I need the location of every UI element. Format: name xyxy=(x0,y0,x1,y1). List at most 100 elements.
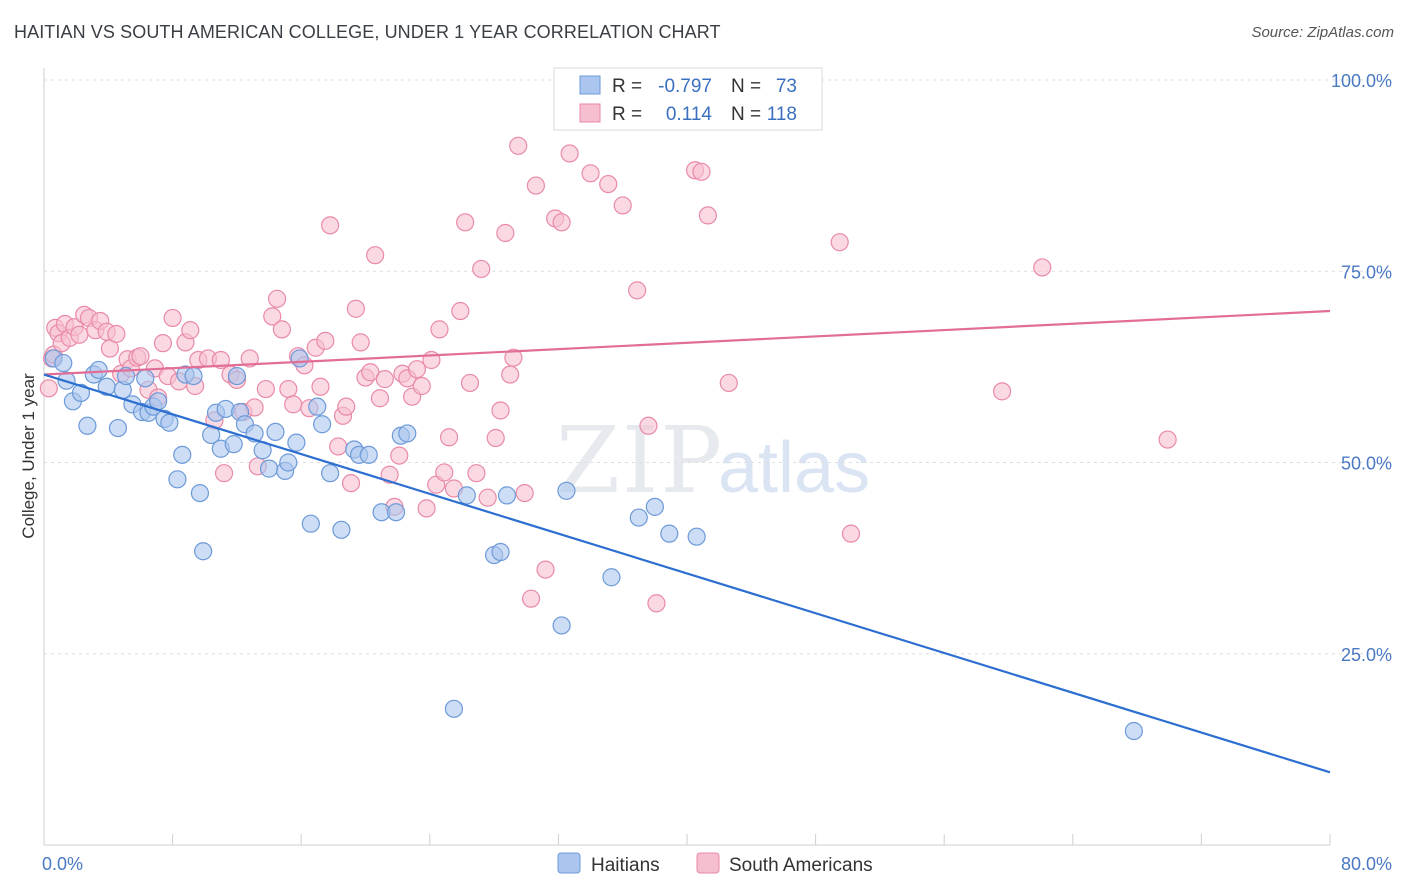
legend-swatch-haitians xyxy=(579,75,601,95)
south-americans-point xyxy=(240,349,259,368)
south-americans-point xyxy=(841,524,861,543)
south-americans-point xyxy=(375,370,394,389)
bottom-legend-label-south-americans: South Americans xyxy=(729,855,873,876)
haitians-point xyxy=(645,497,664,516)
y-tick-label: 50.0% xyxy=(1341,454,1392,474)
watermark: ZIP atlas xyxy=(556,407,870,514)
haitians-point xyxy=(224,435,243,454)
south-americans-point xyxy=(267,289,287,308)
south-americans-point xyxy=(456,213,475,232)
haitians-point xyxy=(190,484,210,503)
haitians-points xyxy=(44,349,1143,741)
south-americans-point xyxy=(417,499,436,518)
haitians-point xyxy=(259,459,279,478)
south-americans-point xyxy=(439,428,459,447)
legend-swatch-south-americans xyxy=(579,103,601,123)
haitians-trend-line xyxy=(43,373,1331,774)
south-americans-point xyxy=(504,348,523,367)
haitians-point xyxy=(660,524,679,543)
legend-n-value-haitians: 73 xyxy=(776,76,797,97)
haitians-point xyxy=(301,514,320,533)
south-americans-points xyxy=(39,70,1177,613)
south-americans-point xyxy=(521,589,541,608)
series-legend: Haitians South Americans xyxy=(557,852,873,876)
x-tick-label-min: 0.0% xyxy=(42,854,83,874)
south-americans-point xyxy=(279,379,298,399)
haitians-point xyxy=(444,699,464,718)
haitians-point xyxy=(491,542,510,562)
legend-r-value-south-americans: 0.114 xyxy=(666,104,713,125)
legend-n-label-south-americans: N = xyxy=(731,104,761,125)
south-americans-point xyxy=(491,401,510,420)
south-americans-point xyxy=(272,320,292,339)
y-tick-label: 100.0% xyxy=(1331,71,1392,91)
watermark-atlas: atlas xyxy=(718,428,870,508)
south-americans-point xyxy=(163,308,182,328)
haitians-point xyxy=(290,349,309,368)
south-americans-point xyxy=(639,416,658,435)
source-label: Source: ZipAtlas.com xyxy=(1251,24,1394,41)
haitians-point xyxy=(116,366,136,386)
south-americans-point xyxy=(366,246,385,265)
south-americans-point xyxy=(131,347,150,366)
south-americans-point xyxy=(412,376,431,396)
south-americans-point xyxy=(256,379,275,399)
legend-r-value-haitians: -0.797 xyxy=(658,76,712,97)
south-americans-point xyxy=(211,350,230,370)
south-americans-point xyxy=(536,560,555,579)
y-axis-title: College, Under 1 year xyxy=(19,373,38,539)
south-americans-point xyxy=(460,373,480,393)
south-americans-point xyxy=(830,233,849,252)
legend-r-label-south-americans: R = xyxy=(612,104,642,125)
south-americans-point xyxy=(214,464,234,483)
haitians-point xyxy=(173,445,192,464)
haitians-point xyxy=(184,366,203,386)
haitians-point xyxy=(78,416,97,435)
south-americans-point xyxy=(370,389,390,408)
south-americans-point xyxy=(719,373,738,393)
haitians-point xyxy=(227,366,246,386)
south-americans-point xyxy=(341,474,361,493)
south-americans-point xyxy=(70,325,89,344)
haitians-point xyxy=(160,413,179,432)
south-americans-point xyxy=(390,446,409,465)
y-tick-label: 25.0% xyxy=(1341,645,1392,665)
south-americans-point xyxy=(515,484,534,503)
haitians-point xyxy=(266,422,285,441)
south-americans-point xyxy=(501,365,520,384)
haitians-point xyxy=(136,369,155,388)
south-americans-point xyxy=(692,162,711,181)
correlation-legend: R = -0.797 N = 73 R = 0.114 N = 118 xyxy=(553,67,823,131)
gridlines xyxy=(44,79,1392,655)
south-americans-point xyxy=(263,307,282,326)
haitians-point xyxy=(71,383,91,402)
x-axis-ticks xyxy=(43,834,1331,845)
haitians-point xyxy=(497,486,517,505)
haitians-point xyxy=(457,486,476,505)
haitians-point xyxy=(308,397,327,416)
haitians-point xyxy=(312,415,332,434)
south-americans-point xyxy=(647,594,666,613)
legend-n-label-haitians: N = xyxy=(731,76,761,97)
south-americans-point xyxy=(181,321,200,340)
south-americans-point xyxy=(435,463,454,482)
haitians-point xyxy=(89,360,108,380)
haitians-point xyxy=(386,503,406,522)
bottom-legend-label-haitians: Haitians xyxy=(591,855,660,876)
y-tick-label: 75.0% xyxy=(1341,262,1392,282)
haitians-point xyxy=(398,424,417,443)
south-americans-point xyxy=(552,213,571,232)
south-americans-point xyxy=(430,320,449,339)
south-americans-point xyxy=(351,333,370,352)
south-americans-point xyxy=(451,301,470,321)
south-americans-point xyxy=(107,324,126,344)
south-americans-point xyxy=(486,428,505,448)
bottom-legend-swatch-haitians xyxy=(557,852,581,874)
south-americans-point xyxy=(321,216,340,235)
south-americans-point xyxy=(496,223,515,243)
south-americans-point xyxy=(346,299,365,318)
haitians-point xyxy=(321,464,340,483)
x-tick-label-max: 80.0% xyxy=(1341,854,1392,874)
haitians-point xyxy=(687,527,706,546)
